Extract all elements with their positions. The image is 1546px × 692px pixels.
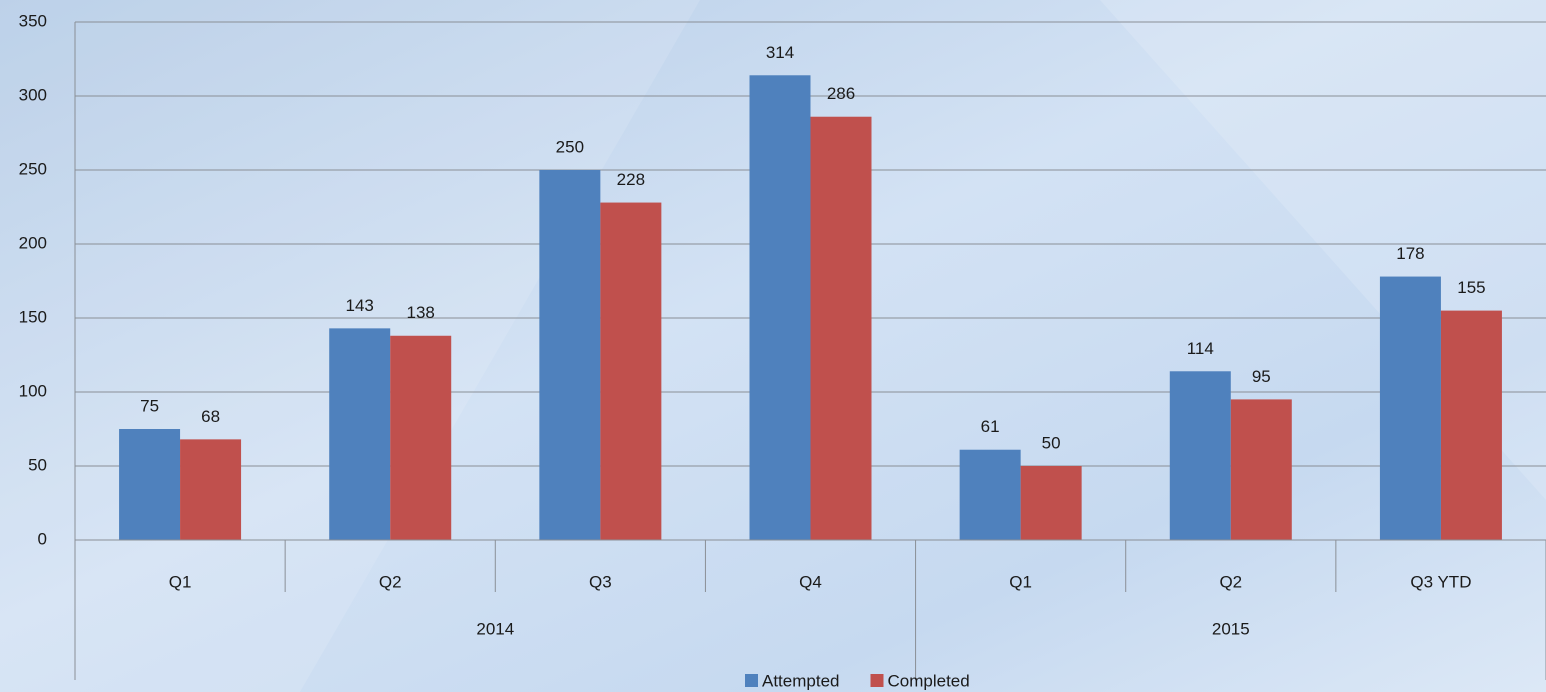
bar [539, 170, 601, 540]
value-label: 228 [617, 170, 645, 189]
bar [119, 429, 181, 540]
bar [1230, 399, 1292, 540]
y-tick-label: 50 [28, 455, 47, 474]
x-tick-label: Q4 [799, 572, 822, 591]
y-tick-label: 100 [19, 381, 47, 400]
value-label: 68 [201, 407, 220, 426]
bar [749, 75, 811, 540]
y-tick-label: 250 [19, 159, 47, 178]
bar [1169, 371, 1231, 540]
bar [810, 116, 872, 540]
legend-label: Attempted [762, 671, 840, 690]
bar [959, 449, 1021, 540]
value-label: 250 [556, 137, 584, 156]
y-tick-label: 200 [19, 233, 47, 252]
value-label: 155 [1457, 278, 1485, 297]
x-tick-label: Q1 [1009, 572, 1032, 591]
legend-swatch [870, 674, 884, 687]
bar [180, 439, 242, 540]
y-tick-label: 350 [19, 11, 47, 30]
bar [329, 328, 391, 540]
value-label: 95 [1252, 367, 1271, 386]
legend-swatch [745, 674, 758, 687]
value-label: 75 [140, 396, 159, 415]
bar [600, 202, 662, 540]
y-tick-label: 300 [19, 85, 47, 104]
x-tick-label: Q2 [379, 572, 402, 591]
value-label: 138 [407, 303, 435, 322]
y-tick-label: 0 [38, 529, 47, 548]
value-label: 143 [346, 296, 374, 315]
bar [1020, 466, 1082, 540]
legend-label: Completed [888, 671, 970, 690]
x-tick-label: Q3 [589, 572, 612, 591]
bar [390, 335, 452, 540]
x-tick-label: Q2 [1219, 572, 1242, 591]
value-label: 114 [1187, 339, 1214, 358]
x-tick-label: Q3 YTD [1410, 572, 1471, 591]
bar [1440, 310, 1502, 540]
group-label: 2015 [1212, 619, 1250, 638]
y-tick-label: 150 [19, 307, 47, 326]
value-label: 178 [1396, 244, 1424, 263]
value-label: 286 [827, 84, 855, 103]
x-tick-label: Q1 [169, 572, 192, 591]
value-label: 314 [766, 43, 794, 62]
group-label: 2014 [476, 619, 514, 638]
value-label: 61 [981, 417, 1000, 436]
bar [1379, 276, 1441, 540]
value-label: 50 [1042, 433, 1061, 452]
